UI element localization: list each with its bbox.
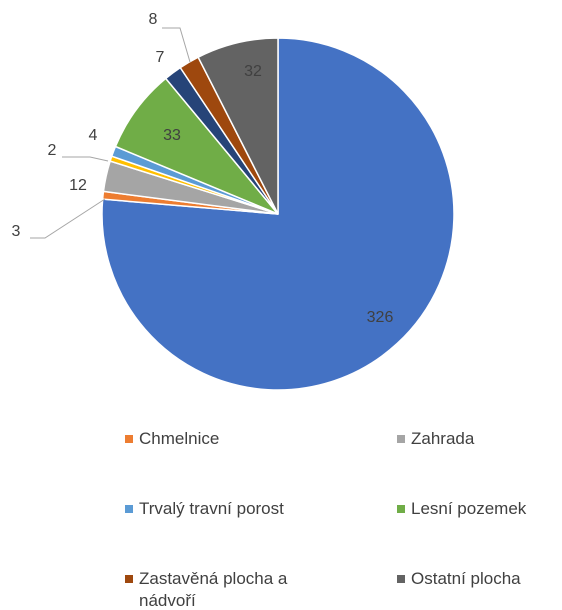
legend-swatch [125,435,133,443]
leader-line [30,198,106,239]
legend-label: Zahrada [411,429,475,448]
legend-swatch [397,575,405,583]
legend-swatch [397,505,405,513]
legend-entry: Zastavěná plocha a nádvoří [125,568,300,610]
leader-line [62,156,109,162]
legend-entry: Ostatní plocha [397,568,562,590]
pie-slice [197,37,279,215]
legend-label: Lesní pozemek [411,499,527,518]
legend-swatch [125,575,133,583]
data-label: 32 [244,63,262,80]
legend-entry: Chmelnice [125,428,300,450]
data-label: 7 [156,49,165,66]
legend-label: Trvalý travní porost [139,499,284,518]
data-label: 4 [89,127,98,144]
leader-line [162,27,191,63]
data-label: 326 [367,309,394,326]
data-label: 3 [12,223,21,240]
legend-label: Zastavěná plocha a nádvoří [139,569,288,610]
legend-label: Ostatní plocha [411,569,521,588]
legend-label: Chmelnice [139,429,220,448]
legend-entry: Zahrada [397,428,562,450]
data-label: 33 [163,127,181,144]
legend-swatch [397,435,405,443]
data-label: 12 [69,177,87,194]
data-label: 8 [149,11,158,28]
legend-swatch [125,505,133,513]
legend-entry: Trvalý travní porost [125,498,300,520]
legend-entry: Lesní pozemek [397,498,562,520]
data-label: 2 [48,142,57,159]
